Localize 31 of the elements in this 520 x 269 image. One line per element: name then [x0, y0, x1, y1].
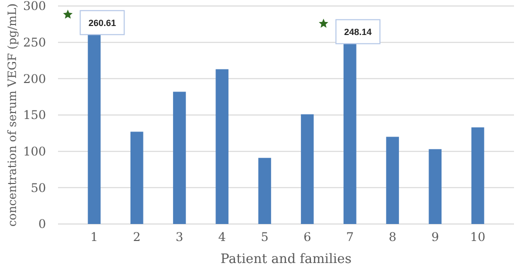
- bar: [386, 136, 399, 224]
- bar: [471, 127, 484, 224]
- y-tick-label: 0: [38, 217, 46, 232]
- bar: [300, 114, 314, 224]
- bar: [173, 92, 186, 224]
- x-tick-label: 7: [346, 230, 354, 244]
- data-label: 248.14: [344, 26, 372, 37]
- x-tick-label: 10: [470, 230, 486, 244]
- x-tick-label: 1: [90, 230, 98, 244]
- bar: [428, 149, 442, 224]
- bar: [130, 132, 144, 224]
- bar: [258, 158, 272, 224]
- y-axis-title: concentration of serum VEGF (pg/mL): [5, 3, 19, 227]
- bar: [88, 34, 101, 224]
- x-tick-label: 5: [260, 230, 269, 244]
- bar: [216, 69, 228, 224]
- y-tick-label: 300: [23, 0, 46, 14]
- x-tick-label: 6: [303, 230, 312, 244]
- x-tick-label: 8: [388, 230, 396, 244]
- y-tick-label: 250: [23, 36, 46, 50]
- data-label: 260.61: [88, 18, 116, 28]
- y-tick-label: 150: [23, 108, 46, 122]
- bar: [344, 44, 356, 224]
- x-tick-label: 9: [431, 230, 439, 244]
- x-axis-title: Patient and families: [220, 252, 352, 267]
- y-tick-label: 200: [23, 72, 46, 86]
- y-tick-label: 50: [30, 180, 46, 195]
- y-tick-label: 100: [23, 144, 46, 159]
- x-tick-label: 2: [133, 230, 141, 244]
- x-tick-label: 3: [176, 230, 184, 244]
- x-tick-label: 4: [218, 230, 226, 244]
